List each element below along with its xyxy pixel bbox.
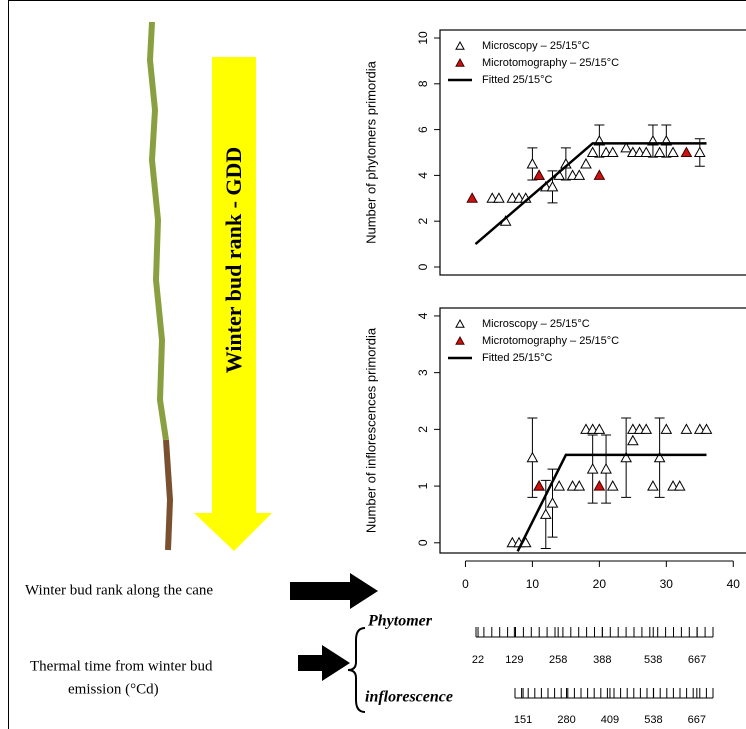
x-tick-label: 0 xyxy=(462,577,469,591)
point xyxy=(693,146,706,157)
point xyxy=(586,146,599,157)
point xyxy=(573,169,586,180)
ruler-tick-label: 280 xyxy=(557,714,575,726)
legend-marker xyxy=(455,40,465,50)
point xyxy=(586,463,599,474)
plot-box xyxy=(439,307,746,554)
legend-label: Microtomography – 25/15°C xyxy=(482,335,619,347)
y-tick-label: 4 xyxy=(416,312,430,319)
fitted-line xyxy=(474,142,707,246)
point xyxy=(673,480,686,491)
point xyxy=(647,480,659,491)
y-tick-label: 0 xyxy=(416,263,430,270)
point xyxy=(667,146,679,157)
point xyxy=(526,157,539,169)
ruler-tick-label: 667 xyxy=(688,654,706,666)
ruler-tick-label: 538 xyxy=(644,714,662,726)
ruler-tick-label: 409 xyxy=(601,714,619,726)
point xyxy=(533,169,545,180)
point xyxy=(546,180,559,192)
thermal-label: emission (°Cd) xyxy=(68,681,159,697)
ruler-tick-label: 151 xyxy=(514,714,532,726)
arrow-label: Winter bud rank - GDD xyxy=(221,147,246,374)
fitted-line xyxy=(516,453,707,552)
y-tick-label: 3 xyxy=(416,369,430,376)
y-tick-label: 10 xyxy=(416,31,430,45)
cane xyxy=(146,21,169,441)
point xyxy=(660,423,673,434)
legend-marker xyxy=(455,335,465,345)
cane-base xyxy=(163,439,174,551)
legend-label: Fitted 25/15°C xyxy=(482,352,552,364)
black-arrow xyxy=(298,645,350,681)
legend-marker xyxy=(455,318,465,328)
point xyxy=(640,146,653,157)
y-tick-label: 0 xyxy=(416,539,430,546)
x-tick-label: 40 xyxy=(727,577,741,591)
point xyxy=(593,480,606,491)
ruler-tick-label: 22 xyxy=(472,654,484,666)
point xyxy=(573,480,586,491)
scale-label: Phytomer xyxy=(367,613,433,630)
ruler-tick-label: 667 xyxy=(688,714,706,726)
point xyxy=(606,480,619,491)
point xyxy=(526,451,539,463)
legend-marker xyxy=(455,57,465,67)
point xyxy=(640,423,653,434)
point xyxy=(600,463,612,474)
point xyxy=(580,157,592,169)
point xyxy=(700,423,713,434)
rank-arrow xyxy=(194,57,272,551)
point xyxy=(593,423,606,434)
point xyxy=(546,497,559,508)
black-arrow xyxy=(290,573,378,609)
y-axis-label: Number of phytomers primordia xyxy=(363,60,378,244)
plot-box xyxy=(439,29,746,276)
ruler-tick-label: 388 xyxy=(593,654,611,666)
y-tick-label: 2 xyxy=(416,426,430,433)
ruler-tick-label: 129 xyxy=(505,654,523,666)
thermal-label: Thermal time from winter bud xyxy=(30,658,213,674)
x-tick-label: 30 xyxy=(660,577,674,591)
point xyxy=(533,480,545,491)
x-tick-label: 10 xyxy=(526,577,540,591)
point xyxy=(620,451,632,463)
point xyxy=(593,169,606,180)
frame xyxy=(8,0,746,729)
y-tick-label: 1 xyxy=(416,482,430,489)
legend-label: Fitted 25/15°C xyxy=(482,74,552,86)
rank-label: Winter bud rank along the cane xyxy=(25,582,213,598)
scale-label: inflorescence xyxy=(365,689,453,706)
point xyxy=(606,146,619,157)
brace xyxy=(347,627,366,713)
point xyxy=(539,508,552,519)
y-tick-label: 8 xyxy=(416,80,430,87)
point xyxy=(493,192,505,203)
point xyxy=(680,423,693,434)
legend-label: Microtomography – 25/15°C xyxy=(482,57,619,69)
y-tick-label: 4 xyxy=(416,172,430,179)
legend-label: Microscopy – 25/15°C xyxy=(482,40,590,52)
ruler-tick-label: 538 xyxy=(644,654,662,666)
x-tick-label: 20 xyxy=(593,577,607,591)
point xyxy=(626,434,639,446)
point xyxy=(653,146,666,157)
point xyxy=(653,451,666,463)
point xyxy=(553,480,566,491)
y-axis-label: Number of inflorescences primordia xyxy=(363,327,378,533)
point xyxy=(680,146,693,157)
y-tick-label: 2 xyxy=(416,218,430,225)
point xyxy=(620,141,632,153)
legend-label: Microscopy – 25/15°C xyxy=(482,318,590,330)
y-tick-label: 6 xyxy=(416,126,430,133)
ruler-tick-label: 258 xyxy=(549,654,567,666)
point xyxy=(466,192,478,203)
